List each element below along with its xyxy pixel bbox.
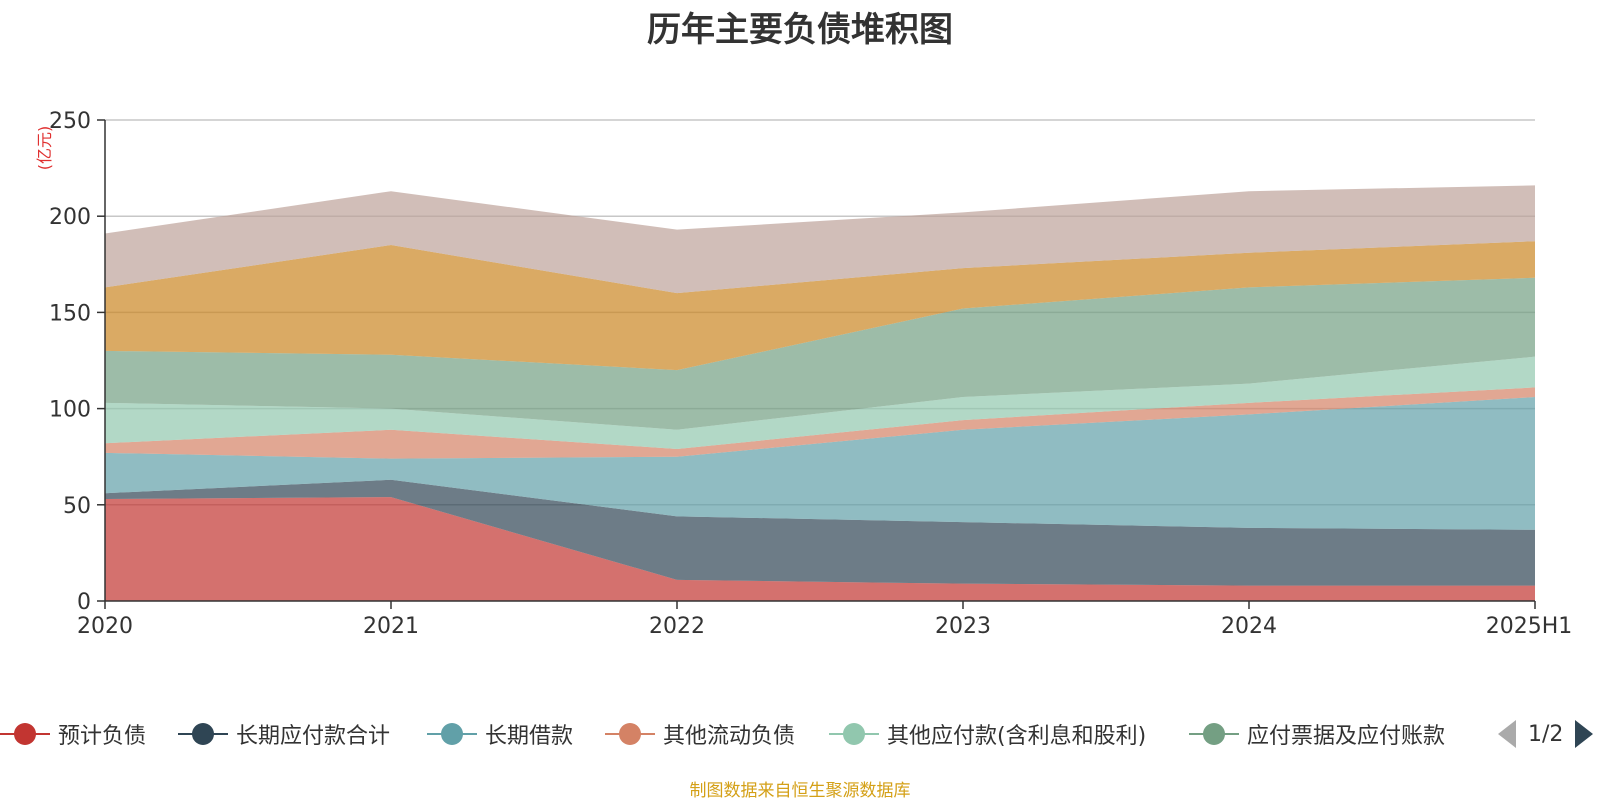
stacked-area-chart: 0 50 100 150 200 250 2020 2021 2022 2023 2024 2025H…	[35, 109, 1572, 639]
legend-item[interactable]: 预计负债	[0, 714, 146, 754]
legend-swatch-icon	[0, 719, 50, 749]
y-tick-label: 200	[49, 205, 91, 230]
legend-swatch-icon	[605, 719, 655, 749]
axes: 0 50 100 150 200 250 2020 2021 2022 2023 2024 2025H…	[49, 109, 1572, 639]
legend-swatch-icon	[829, 719, 879, 749]
legend-label: 其他流动负债	[663, 724, 796, 749]
legend-page-indicator: 1/2	[1528, 721, 1564, 747]
area-series-7[interactable]	[105, 241, 1535, 371]
x-tick-label: 2021	[363, 614, 419, 639]
x-tick-label: 2022	[649, 614, 705, 639]
legend-swatch-icon	[178, 719, 228, 749]
area-series-2[interactable]	[105, 479, 1535, 586]
legend: 预计负债 长期应付款合计 长期借款 其他流动负债 其他应付款(含利息和股利) 应付票据及应…	[0, 714, 1600, 754]
legend-next-page-icon[interactable]	[1575, 720, 1594, 748]
y-axis-unit-label: (亿元)	[35, 126, 54, 171]
area-series-5[interactable]	[105, 356, 1535, 450]
legend-item[interactable]: 其他应付款(含利息和股利)	[829, 714, 1146, 754]
legend-swatch-icon	[1189, 719, 1239, 749]
legend-label: 长期应付款合计	[236, 724, 391, 749]
legend-label: 其他应付款(含利息和股利)	[887, 724, 1147, 749]
area-series-4[interactable]	[105, 387, 1535, 459]
y-tick-label: 50	[63, 494, 91, 519]
legend-pager: 1/2	[1498, 714, 1594, 754]
x-tick-label: 2025H1	[1486, 614, 1573, 639]
legend-item[interactable]: 长期应付款合计	[178, 714, 390, 754]
legend-swatch-icon	[427, 719, 477, 749]
y-tick-label: 100	[49, 398, 91, 423]
data-source-note: 制图数据来自恒生聚源数据库	[689, 781, 911, 801]
legend-label: 应付票据及应付账款	[1247, 724, 1446, 749]
x-tick-label: 2024	[1221, 614, 1277, 639]
x-tick-label: 2023	[935, 614, 991, 639]
legend-item[interactable]: 其他流动负债	[605, 714, 795, 754]
area-series-1[interactable]	[105, 497, 1535, 601]
area-series-6[interactable]	[105, 277, 1535, 430]
x-tick-label: 2020	[77, 614, 133, 639]
legend-label: 预计负债	[58, 724, 147, 749]
chart-title: 历年主要负债堆积图	[647, 10, 953, 50]
legend-prev-page-icon[interactable]	[1498, 720, 1516, 748]
legend-item[interactable]: 长期借款	[427, 714, 573, 754]
area-series-3[interactable]	[105, 397, 1535, 530]
y-tick-label: 250	[49, 109, 91, 134]
y-tick-label: 0	[77, 590, 91, 615]
legend-label: 长期借款	[485, 724, 574, 749]
legend-item[interactable]: 应付票据及应付账款	[1189, 714, 1445, 754]
area-series-8[interactable]	[105, 185, 1535, 294]
area-series-layer	[105, 185, 1535, 601]
y-tick-label: 150	[49, 301, 91, 326]
